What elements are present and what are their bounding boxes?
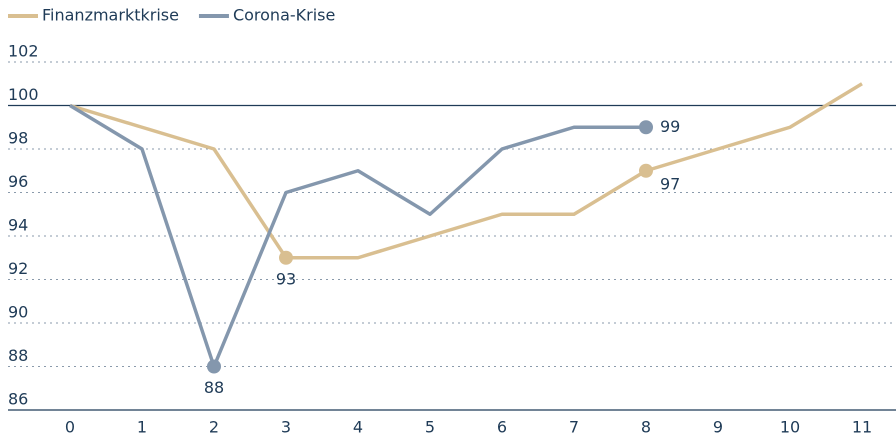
data-label: 93 bbox=[276, 269, 296, 288]
y-tick-label: 102 bbox=[8, 42, 39, 61]
x-tick-label: 10 bbox=[780, 418, 800, 437]
y-tick-label: 88 bbox=[8, 346, 28, 365]
point bbox=[639, 163, 653, 178]
x-tick-label: 3 bbox=[281, 418, 291, 437]
y-tick-label: 94 bbox=[8, 216, 28, 235]
point bbox=[639, 120, 653, 135]
data-label: 88 bbox=[204, 378, 224, 397]
x-tick-label: 9 bbox=[713, 418, 723, 437]
legend-label: Finanzmarktkrise bbox=[42, 6, 179, 25]
point bbox=[279, 250, 293, 265]
legend-label: Corona-Krise bbox=[233, 6, 335, 25]
point bbox=[207, 359, 221, 374]
series-line bbox=[69, 104, 646, 369]
y-tick-label: 86 bbox=[8, 390, 28, 409]
y-tick-label: 96 bbox=[8, 172, 28, 191]
x-tick-label: 8 bbox=[641, 418, 651, 437]
y-tick-label: 92 bbox=[8, 259, 28, 278]
data-label: 97 bbox=[660, 174, 680, 193]
x-tick-label: 5 bbox=[425, 418, 435, 437]
y-tick-label: 100 bbox=[8, 85, 39, 104]
data-label: 99 bbox=[660, 117, 680, 136]
x-tick-label: 1 bbox=[137, 418, 147, 437]
x-tick-label: 4 bbox=[353, 418, 363, 437]
x-tick-label: 11 bbox=[852, 418, 872, 437]
series-line bbox=[69, 82, 863, 260]
x-tick-label: 2 bbox=[209, 418, 219, 437]
x-tick-label: 7 bbox=[569, 418, 579, 437]
x-tick-label: 0 bbox=[65, 418, 75, 437]
y-tick-label: 98 bbox=[8, 129, 28, 148]
x-tick-label: 6 bbox=[497, 418, 507, 437]
y-tick-label: 90 bbox=[8, 303, 28, 322]
